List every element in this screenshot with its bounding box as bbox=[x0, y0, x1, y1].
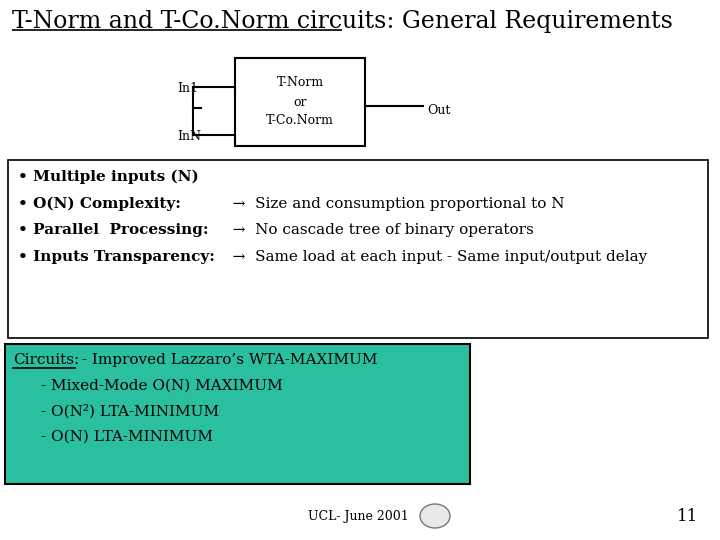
Text: →  No cascade tree of binary operators: → No cascade tree of binary operators bbox=[218, 223, 534, 237]
Text: • Parallel  Processing:: • Parallel Processing: bbox=[18, 223, 209, 237]
Text: →  Same load at each input - Same input/output delay: → Same load at each input - Same input/o… bbox=[218, 250, 647, 264]
Text: 11: 11 bbox=[677, 508, 698, 525]
Text: →  Size and consumption proportional to N: → Size and consumption proportional to N bbox=[218, 197, 564, 211]
Text: T-Norm
or
T-Co.Norm: T-Norm or T-Co.Norm bbox=[266, 77, 334, 127]
Text: UCL- June 2001: UCL- June 2001 bbox=[307, 510, 408, 523]
Text: - O(N) LTA-MINIMUM: - O(N) LTA-MINIMUM bbox=[41, 430, 213, 444]
Text: - Mixed-Mode O(N) MAXIMUM: - Mixed-Mode O(N) MAXIMUM bbox=[41, 379, 283, 393]
Text: InN: InN bbox=[177, 130, 201, 143]
Bar bbox=[5, 344, 470, 484]
Text: In1: In1 bbox=[177, 82, 198, 95]
Text: • Inputs Transparency:: • Inputs Transparency: bbox=[18, 250, 215, 264]
Ellipse shape bbox=[420, 504, 450, 528]
Text: - Improved Lazzaro’s WTA-MAXIMUM: - Improved Lazzaro’s WTA-MAXIMUM bbox=[77, 353, 377, 367]
Bar bbox=[8, 160, 708, 338]
Text: • O(N) Complexity:: • O(N) Complexity: bbox=[18, 197, 181, 211]
Text: - O(N²) LTA-MINIMUM: - O(N²) LTA-MINIMUM bbox=[41, 404, 219, 418]
Text: Circuits:: Circuits: bbox=[13, 353, 79, 367]
Bar bbox=[235, 58, 365, 146]
Text: • Multiple inputs (N): • Multiple inputs (N) bbox=[18, 170, 199, 184]
Text: Out: Out bbox=[427, 104, 451, 117]
Text: T-Norm and T-Co.Norm circuits: General Requirements: T-Norm and T-Co.Norm circuits: General R… bbox=[12, 10, 673, 33]
